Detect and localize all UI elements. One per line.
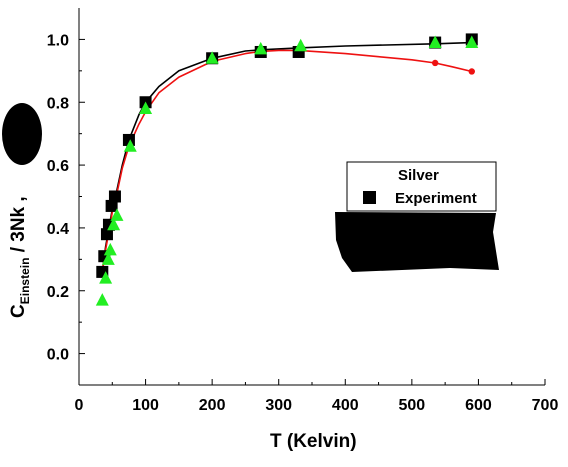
green-triangle-point (95, 293, 109, 306)
x-tick-label: 400 (332, 397, 359, 414)
green-triangle-point (254, 41, 268, 55)
y-tick-label: 0.8 (47, 95, 69, 112)
green-triangle-point (99, 271, 113, 284)
green-triangle-point (139, 101, 153, 115)
x-tick-label: 200 (199, 397, 226, 414)
y-tick-label: 1.0 (47, 32, 69, 49)
y-tick-label: 0.2 (47, 284, 69, 301)
data-points (95, 33, 479, 306)
green-triangle-point (465, 35, 479, 49)
experiment-square-point (98, 250, 111, 263)
green-triangle-point (110, 208, 124, 221)
x-tick-label: 600 (465, 397, 492, 414)
green-triangle-point (103, 242, 117, 256)
y-axis-title: CEinstein / 3Nk , (8, 196, 32, 318)
redacted-mark-legend (335, 212, 499, 272)
legend-title: Silver (398, 167, 439, 184)
x-tick-label: 500 (399, 397, 426, 414)
x-tick-label: 100 (132, 397, 159, 414)
experiment-square-point (108, 190, 121, 203)
green-triangle-point (428, 35, 442, 49)
x-tick-label: 700 (532, 397, 559, 414)
y-tick-label: 0.0 (47, 347, 69, 364)
experiment-square-point (105, 199, 118, 212)
series-3-dot (431, 59, 439, 67)
green-triangle-point (101, 252, 115, 265)
x-tick-label: 0 (75, 397, 84, 414)
y-tick-label: 0.4 (47, 221, 69, 238)
x-axis-title: T (Kelvin) (270, 431, 357, 452)
x-tick-label: 300 (265, 397, 292, 414)
experiment-square-point (100, 228, 113, 241)
axes: 0 100 200 300 400 500 600 700 0.0 0.2 0.4 0.6 0.8 1.0 (47, 8, 559, 414)
y-axis-title-main: C (8, 304, 29, 318)
legend-entry-experiment: Experiment (395, 190, 477, 207)
y-axis-title-sub: Einstein (18, 258, 32, 305)
green-triangle-point (294, 38, 308, 52)
y-tick-label: 0.6 (47, 158, 69, 175)
green-triangle-point (107, 217, 121, 231)
y-axis-title-rest: / 3Nk , (8, 196, 29, 257)
redacted-mark-left (2, 103, 42, 165)
legend-square-marker (363, 191, 376, 204)
legend: Silver Experiment (346, 161, 497, 212)
green-triangle-point (123, 139, 137, 152)
series-3-dot (468, 68, 475, 75)
green-triangle-point (205, 51, 219, 64)
